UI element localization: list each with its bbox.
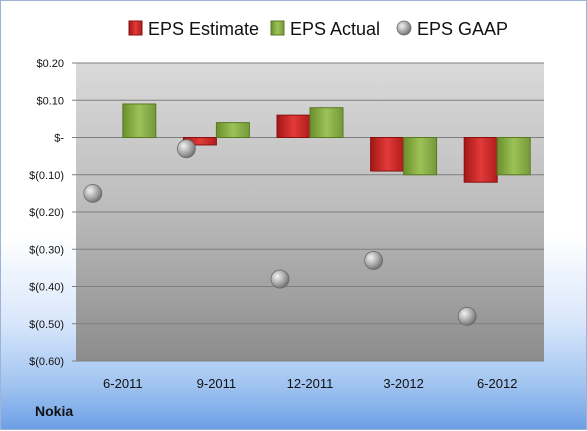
x-tick-label: 6-2012: [477, 376, 517, 391]
company-label: Nokia: [35, 403, 74, 419]
legend-swatch-eps-estimate: [128, 20, 143, 36]
bar-eps-actual: [215, 122, 250, 138]
bar-eps-estimate: [276, 114, 311, 139]
marker-eps-gaap: [270, 269, 290, 289]
bar-eps-actual: [309, 107, 344, 138]
x-tick-label: 12-2011: [287, 376, 334, 391]
y-tick-label: $(0.20): [29, 207, 64, 219]
y-tick-label: $-: [54, 133, 64, 145]
bar-eps-estimate: [370, 137, 405, 172]
y-tick-label: $0.20: [36, 58, 64, 70]
bar-eps-actual: [403, 137, 438, 176]
x-tick-label: 9-2011: [197, 376, 237, 391]
legend-label: EPS Actual: [290, 19, 380, 39]
y-axis-ticks: $0.20 $0.10 $- $(0.10) $(0.20) $(0.30) $(0.40)…: [29, 58, 76, 368]
y-tick-label: $(0.10): [29, 170, 64, 182]
legend-label: EPS GAAP: [417, 19, 508, 39]
y-tick-label: $(0.30): [29, 244, 64, 256]
y-tick-label: $0.10: [36, 95, 64, 107]
bar-eps-actual: [122, 103, 157, 138]
marker-eps-gaap: [457, 306, 477, 326]
bar-eps-estimate: [463, 137, 498, 183]
legend: EPS Estimate EPS Actual EPS GAAP: [128, 19, 508, 39]
legend-swatch-eps-actual: [270, 20, 285, 36]
legend-label: EPS Estimate: [148, 19, 259, 39]
x-tick-label: 6-2011: [103, 376, 143, 391]
bars: [122, 103, 531, 183]
bar-eps-actual: [496, 137, 531, 176]
marker-eps-gaap: [83, 183, 103, 203]
y-tick-label: $(0.50): [29, 319, 64, 331]
legend-marker-eps-gaap: [396, 20, 412, 36]
gaap-markers: [83, 139, 477, 326]
marker-eps-gaap: [364, 251, 384, 270]
x-tick-label: 3-2012: [383, 376, 423, 391]
y-tick-label: $(0.40): [29, 282, 64, 294]
y-tick-label: $(0.60): [29, 356, 64, 368]
marker-eps-gaap: [176, 139, 196, 159]
x-axis-ticks: 6-2011 9-2011 12-2011 3-2012 6-2012: [103, 376, 517, 391]
